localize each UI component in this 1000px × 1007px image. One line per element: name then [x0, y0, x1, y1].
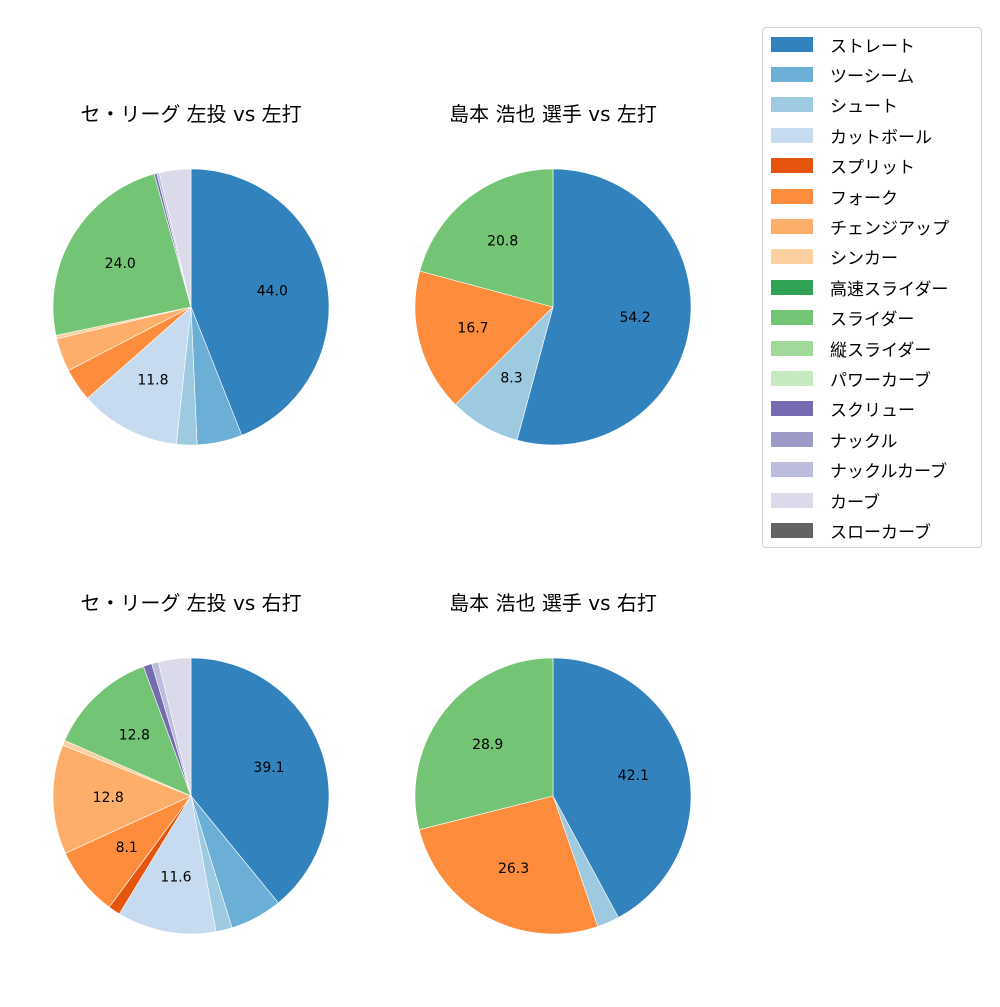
pie-slice	[158, 657, 192, 797]
legend-label: 高速スライダー	[830, 279, 949, 300]
legend-item: ツーシーム	[771, 64, 915, 87]
slice-value-label: 12.8	[119, 728, 150, 744]
legend-label: スローカーブ	[830, 522, 931, 543]
legend-label: チェンジアップ	[830, 218, 949, 239]
legend-item: シュート	[771, 95, 898, 118]
legend-label: スライダー	[830, 310, 915, 331]
slice-value-label: 11.6	[160, 869, 191, 885]
legend-label: ストレート	[830, 36, 915, 57]
pie-slice	[87, 306, 192, 445]
pie-panel-league-vs-left: セ・リーグ 左投 vs 左打 44.0 11.8 24.0	[21, 98, 361, 518]
pie-panel-league-vs-right: セ・リーグ 左投 vs 右打 39.1 11.6 8.1 12.8 12.8	[21, 587, 361, 1007]
legend-swatch	[771, 340, 813, 356]
legend-swatch	[771, 492, 813, 508]
legend-item: チェンジアップ	[771, 216, 949, 239]
legend-item: スローカーブ	[771, 520, 931, 543]
legend-label: スクリュー	[830, 401, 915, 422]
pie-slice	[190, 657, 330, 904]
chart-title: セ・リーグ 左投 vs 左打	[80, 102, 302, 126]
slice-value-label: 24.0	[105, 256, 136, 272]
legend-item: フォーク	[771, 186, 898, 209]
legend-item: ナックルカーブ	[771, 460, 947, 483]
pie-slice	[118, 795, 217, 935]
pie-slice	[158, 168, 192, 308]
pie-slice	[64, 666, 192, 797]
legend-label: フォーク	[830, 188, 898, 209]
legend-swatch	[771, 401, 813, 417]
pie-slice	[414, 270, 554, 406]
legend-swatch	[771, 279, 813, 295]
legend-item: スプリット	[771, 156, 915, 179]
legend-swatch	[771, 188, 813, 204]
slice-value-label: 54.2	[619, 310, 650, 326]
legend-item: スライダー	[771, 308, 915, 331]
pie-slice	[516, 168, 692, 446]
pie-panel-player-vs-left: 島本 浩也 選手 vs 左打 54.2 8.3 16.7 20.8	[383, 98, 723, 518]
chart-title: 島本 浩也 選手 vs 左打	[449, 102, 657, 126]
legend-swatch	[771, 370, 813, 386]
slice-value-label: 42.1	[618, 768, 649, 784]
legend-swatch	[771, 97, 813, 113]
chart-title: セ・リーグ 左投 vs 右打	[80, 591, 302, 615]
legend-label: シュート	[830, 97, 898, 118]
legend-swatch	[771, 66, 813, 82]
slice-value-label: 12.8	[93, 790, 124, 806]
legend-label: カットボール	[830, 127, 932, 148]
legend-item: シンカー	[771, 247, 898, 270]
pie-panel-player-vs-right: 島本 浩也 選手 vs 右打 42.1 26.3 28.9	[383, 587, 723, 1007]
chart-title: 島本 浩也 選手 vs 右打	[449, 591, 657, 615]
legend-swatch	[771, 462, 813, 478]
legend-label: シンカー	[830, 249, 898, 270]
legend-item: カーブ	[771, 490, 880, 513]
pie-chart: 44.0 11.8 24.0	[52, 168, 330, 446]
legend-label: 縦スライダー	[830, 340, 932, 361]
slice-value-label: 26.3	[498, 861, 529, 877]
legend-label: ナックル	[830, 431, 898, 452]
legend-item: ストレート	[771, 34, 915, 57]
pie-slice	[418, 795, 599, 935]
pie-slice	[190, 168, 330, 436]
legend-item: カットボール	[771, 125, 932, 148]
pie-slice	[419, 168, 554, 308]
legend-label: スプリット	[830, 158, 915, 179]
legend-swatch	[771, 218, 813, 234]
legend-swatch	[771, 522, 813, 538]
legend-label: カーブ	[830, 492, 880, 513]
slice-value-label: 39.1	[253, 760, 284, 776]
legend-item: 高速スライダー	[771, 277, 949, 300]
slice-value-label: 8.3	[500, 371, 522, 387]
slice-value-label: 8.1	[116, 840, 138, 856]
pie-slice	[52, 744, 192, 854]
legend-label: ナックルカーブ	[830, 462, 947, 483]
pie-slice	[552, 657, 692, 918]
slice-value-label: 11.8	[137, 373, 168, 389]
legend-item: 縦スライダー	[771, 338, 932, 361]
legend-swatch	[771, 127, 813, 143]
legend-item: パワーカーブ	[771, 368, 931, 391]
pie-chart: 39.1 11.6 8.1 12.8 12.8	[52, 657, 330, 935]
legend-item: スクリュー	[771, 399, 915, 422]
legend-item: ナックル	[771, 429, 898, 452]
legend-swatch	[771, 431, 813, 447]
slice-value-label: 20.8	[487, 233, 518, 249]
legend-swatch	[771, 310, 813, 326]
slice-value-label: 16.7	[457, 320, 488, 336]
legend: ストレートツーシームシュートカットボール スプリットフォークチェンジアップ シンカー…	[762, 27, 982, 548]
legend-label: パワーカーブ	[830, 370, 931, 391]
pie-slice	[414, 657, 554, 831]
legend-swatch	[771, 36, 813, 52]
legend-label: ツーシーム	[830, 66, 915, 87]
legend-swatch	[771, 249, 813, 265]
pie-slice	[52, 173, 192, 336]
pie-chart: 42.1 26.3 28.9	[414, 657, 692, 935]
slice-value-label: 44.0	[257, 283, 288, 299]
legend-swatch	[771, 158, 813, 174]
slice-value-label: 28.9	[472, 737, 503, 753]
pie-chart: 54.2 8.3 16.7 20.8	[414, 168, 692, 446]
